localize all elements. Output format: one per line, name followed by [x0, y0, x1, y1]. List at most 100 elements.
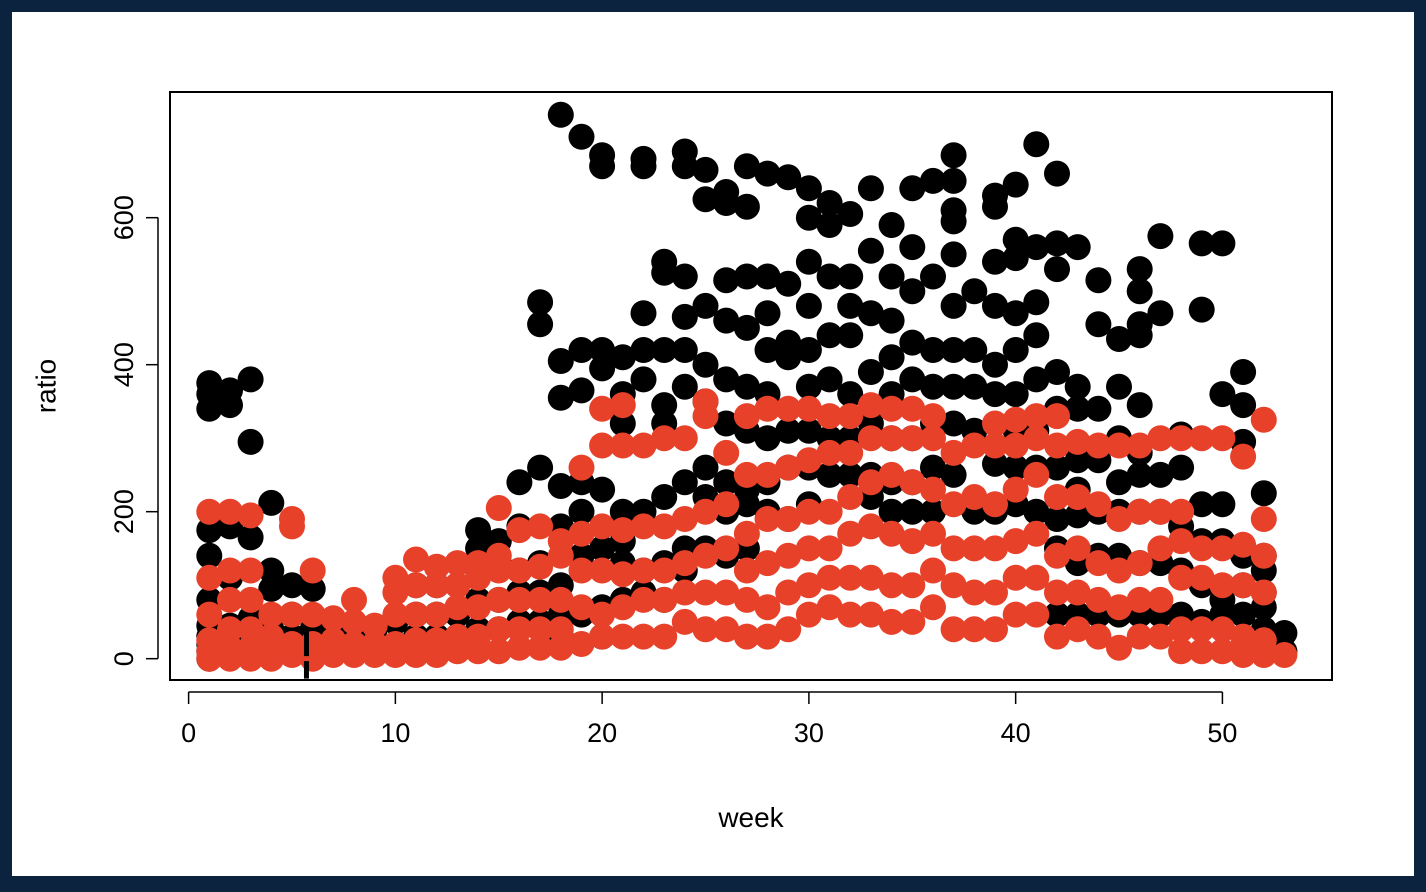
data-point-s1-271 — [1250, 627, 1277, 654]
data-point-s0-156 — [754, 425, 781, 452]
data-point-s1-92 — [589, 623, 616, 650]
data-point-s0-283 — [1085, 395, 1112, 422]
data-point-s0-246 — [1002, 454, 1029, 481]
data-point-s0-17 — [217, 377, 243, 404]
data-point-s0-91 — [589, 476, 616, 503]
data-point-s0-285 — [1085, 267, 1112, 294]
data-point-s1-153 — [795, 395, 822, 422]
data-point-s0-229 — [940, 197, 967, 224]
data-point-s0-248 — [1002, 381, 1029, 408]
data-point-s1-231 — [1085, 550, 1112, 577]
data-point-s1-267 — [1230, 572, 1257, 599]
data-point-s1-136 — [754, 623, 781, 650]
data-point-s0-182 — [816, 263, 843, 290]
data-point-s0-130 — [692, 454, 719, 481]
data-point-s1-233 — [1085, 432, 1112, 459]
data-point-s1-140 — [754, 461, 781, 488]
x-tick-label-5: 50 — [1207, 718, 1237, 748]
data-point-s1-173 — [878, 572, 905, 599]
data-point-s1-36 — [341, 608, 367, 635]
data-point-s0-253 — [1002, 171, 1029, 198]
data-point-s1-81 — [527, 513, 554, 540]
data-point-s1-257 — [1188, 564, 1215, 591]
data-point-s0-225 — [940, 337, 967, 363]
data-point-s0-116 — [651, 337, 678, 363]
data-point-s0-278 — [1064, 234, 1091, 261]
data-point-s1-189 — [920, 403, 946, 430]
data-point-s0-86 — [568, 337, 595, 363]
data-point-s0-340 — [1271, 620, 1298, 646]
data-point-s1-239 — [1126, 623, 1153, 650]
data-point-s1-45 — [382, 564, 409, 591]
data-point-s1-67 — [485, 616, 512, 643]
data-point-s1-79 — [527, 586, 554, 613]
data-point-s0-205 — [878, 263, 905, 290]
data-point-s1-97 — [589, 395, 616, 422]
data-point-s1-98 — [609, 623, 636, 650]
data-point-s1-65 — [465, 550, 492, 577]
data-point-s0-92 — [589, 355, 616, 382]
data-point-s0-265 — [1044, 454, 1070, 481]
y-axis-title: ratio — [31, 359, 62, 413]
scatter-chart: 0 10 20 30 40 50 0 200 400 600 week ratio — [31, 91, 1333, 833]
data-point-s1-68 — [485, 586, 512, 613]
chart-panel: 0 10 20 30 40 50 0 200 400 600 week ratio — [12, 12, 1414, 876]
y-tick-label-1: 200 — [109, 489, 139, 534]
data-point-s1-164 — [837, 439, 864, 466]
data-point-s0-167 — [775, 270, 802, 297]
data-point-s0-317 — [1188, 491, 1215, 518]
data-point-s1-32 — [320, 627, 347, 654]
data-point-s1-107 — [630, 513, 657, 540]
data-point-s0-160 — [754, 263, 781, 290]
data-point-s1-148 — [795, 601, 822, 628]
data-point-s0-27 — [258, 557, 285, 584]
data-point-s0-307 — [1147, 300, 1174, 327]
data-point-s0-93 — [589, 337, 616, 363]
data-point-s1-109 — [651, 623, 678, 650]
data-point-s1-197 — [961, 535, 988, 562]
data-point-s1-217 — [1023, 403, 1050, 430]
data-point-s1-2 — [196, 627, 223, 654]
data-point-s0-264 — [1044, 506, 1070, 532]
data-point-s1-144 — [775, 542, 802, 569]
data-point-s0-273 — [1064, 502, 1091, 529]
x-tick-label-3: 30 — [794, 718, 824, 748]
data-point-s1-49 — [403, 572, 429, 599]
data-point-s0-250 — [1002, 300, 1029, 327]
data-point-s0-262 — [1044, 601, 1070, 628]
data-point-s1-196 — [961, 579, 988, 606]
data-point-s0-204 — [878, 307, 905, 334]
data-point-s1-190 — [940, 616, 967, 643]
data-point-s0-219 — [920, 337, 946, 363]
data-point-s1-83 — [547, 616, 574, 643]
data-point-s0-312 — [1168, 454, 1195, 481]
data-point-s0-127 — [671, 138, 698, 165]
data-point-s1-82 — [547, 634, 574, 661]
data-point-s0-196 — [857, 300, 884, 327]
data-point-s0-218 — [920, 373, 946, 400]
data-point-s1-152 — [795, 447, 822, 474]
data-point-s0-151 — [733, 263, 760, 290]
data-point-s0-261 — [1023, 131, 1050, 158]
x-axis: 0 10 20 30 40 50 — [181, 691, 1237, 748]
data-point-s1-161 — [837, 564, 864, 591]
data-point-s0-251 — [1002, 245, 1029, 272]
data-point-s1-137 — [754, 594, 781, 621]
data-point-s1-169 — [857, 469, 884, 496]
data-point-s1-147 — [775, 395, 802, 422]
data-point-s1-226 — [1064, 535, 1091, 562]
data-point-s1-241 — [1126, 550, 1153, 577]
data-point-s1-276 — [1271, 642, 1298, 668]
data-point-s1-219 — [1044, 579, 1070, 606]
data-point-s0-78 — [547, 384, 574, 411]
data-point-s0-241 — [982, 292, 1008, 319]
data-point-s1-130 — [733, 623, 760, 650]
data-point-s1-66 — [485, 638, 512, 665]
data-point-s1-126 — [713, 579, 740, 606]
data-point-s1-214 — [1023, 520, 1050, 547]
data-point-s0-80 — [547, 101, 574, 128]
data-point-s1-250 — [1168, 616, 1195, 643]
data-point-s0-121 — [671, 469, 698, 496]
data-point-s1-131 — [733, 586, 760, 613]
data-point-s1-106 — [630, 557, 657, 584]
